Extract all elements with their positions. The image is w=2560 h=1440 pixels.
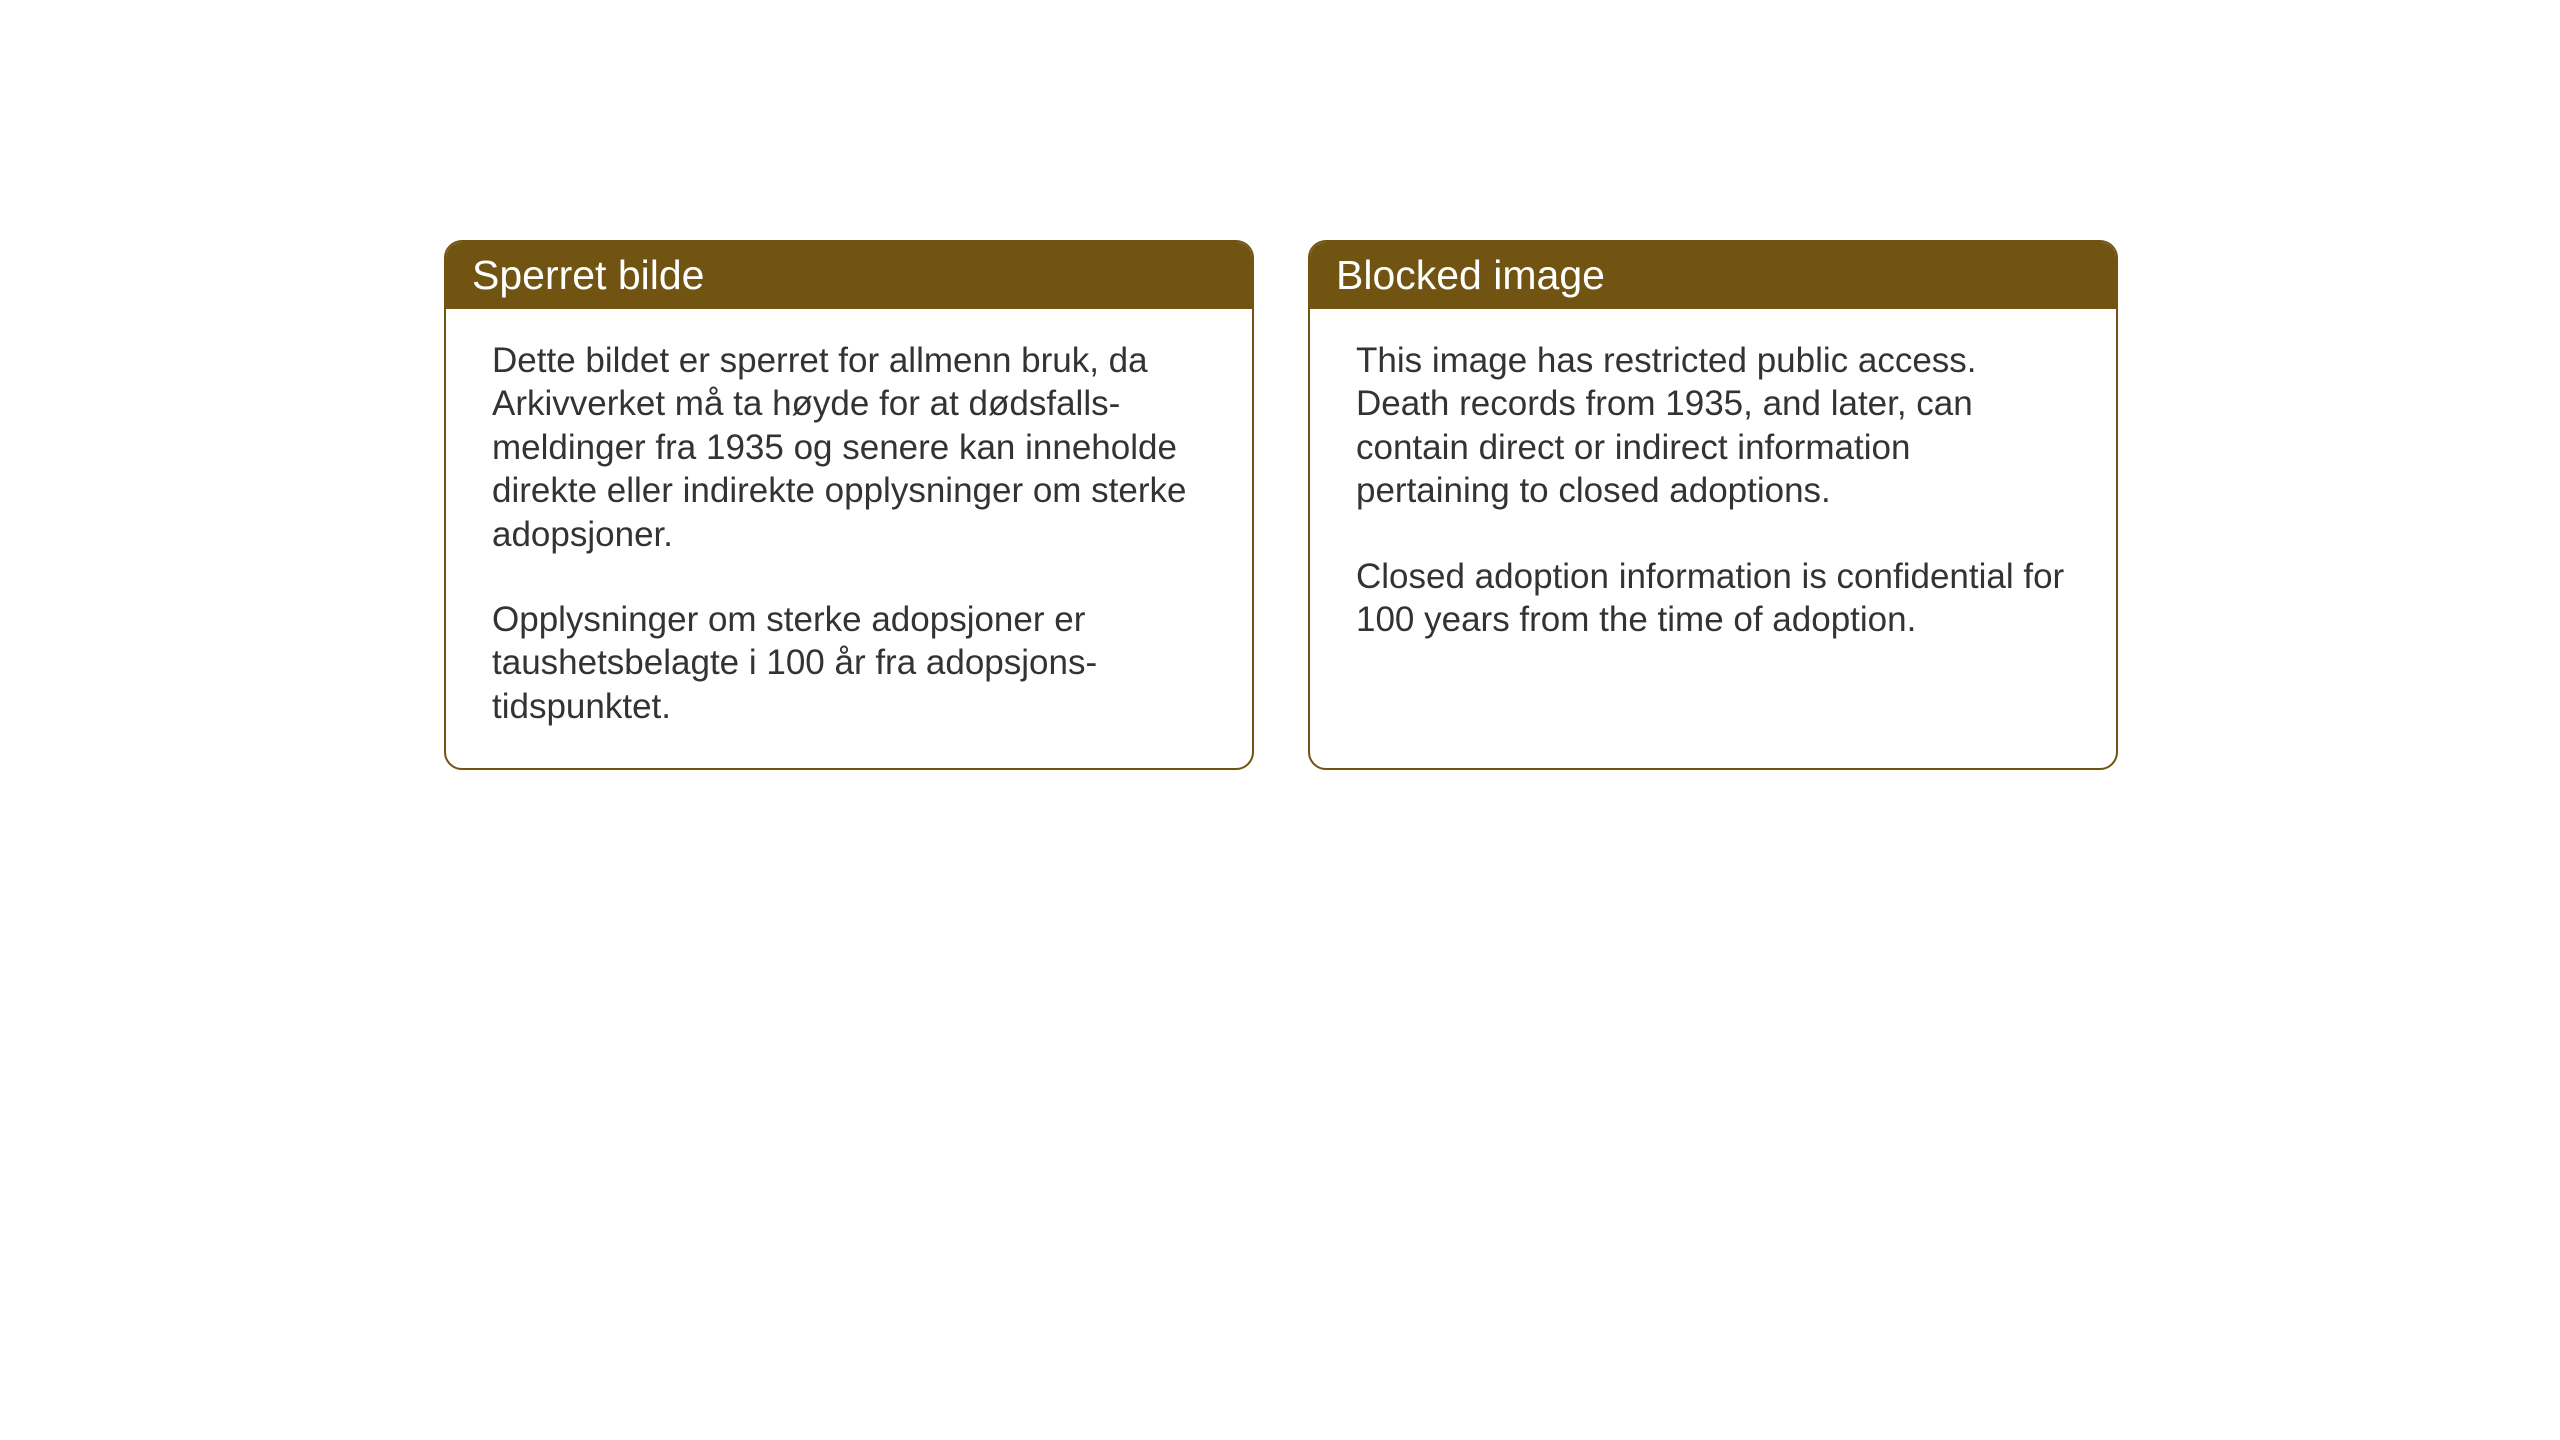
notice-card-english: Blocked image This image has restricted … [1308, 240, 2118, 770]
card-title-english: Blocked image [1336, 252, 1605, 298]
notice-text-english-p1: This image has restricted public access.… [1356, 339, 2070, 513]
card-body-english: This image has restricted public access.… [1310, 309, 2116, 753]
notice-text-norwegian-p1: Dette bildet er sperret for allmenn bruk… [492, 339, 1206, 556]
notice-card-norwegian: Sperret bilde Dette bildet er sperret fo… [444, 240, 1254, 770]
card-title-norwegian: Sperret bilde [472, 252, 704, 298]
card-header-english: Blocked image [1310, 242, 2116, 309]
notice-text-norwegian-p2: Opplysninger om sterke adopsjoner er tau… [492, 598, 1206, 728]
card-body-norwegian: Dette bildet er sperret for allmenn bruk… [446, 309, 1252, 768]
card-header-norwegian: Sperret bilde [446, 242, 1252, 309]
notice-text-english-p2: Closed adoption information is confident… [1356, 555, 2070, 642]
notice-container: Sperret bilde Dette bildet er sperret fo… [444, 240, 2118, 770]
